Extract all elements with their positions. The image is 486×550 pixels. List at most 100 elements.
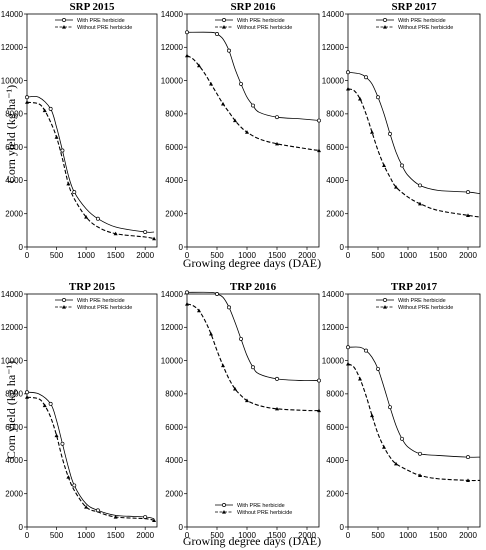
data-point-without-pre bbox=[418, 201, 422, 206]
x-tick-label: 2000 bbox=[298, 531, 316, 540]
x-tick-label: 500 bbox=[371, 251, 385, 260]
data-point-without-pre bbox=[25, 395, 29, 399]
data-point-without-pre bbox=[25, 100, 29, 104]
y-tick-label: 2000 bbox=[326, 210, 344, 219]
data-point-with-pre bbox=[364, 75, 368, 80]
y-tick-label: 10000 bbox=[322, 356, 345, 365]
data-point-without-pre bbox=[113, 515, 118, 519]
data-point-without-pre bbox=[418, 473, 422, 478]
y-tick-label: 8000 bbox=[5, 390, 23, 399]
data-point-with-pre bbox=[275, 376, 279, 381]
legend-label: Without PRE herbicide bbox=[77, 25, 132, 31]
y-tick-label: 10000 bbox=[322, 76, 345, 85]
y-tick-label: 14000 bbox=[322, 10, 345, 19]
panel-title: TRP 2017 bbox=[391, 281, 438, 293]
y-tick-label: 14000 bbox=[1, 10, 24, 19]
y-tick-label: 6000 bbox=[326, 143, 344, 152]
x-tick-label: 1500 bbox=[268, 251, 286, 260]
series-line-without-pre bbox=[26, 101, 155, 240]
data-point-with-pre bbox=[60, 148, 65, 153]
x-tick-label: 2000 bbox=[459, 251, 477, 260]
x-tick-label: 0 bbox=[25, 251, 30, 260]
chart-panel: SRP 201602000400060008000100001200014000… bbox=[161, 1, 321, 260]
y-tick-label: 14000 bbox=[161, 10, 184, 19]
data-point-without-pre bbox=[152, 518, 157, 522]
y-tick-label: 12000 bbox=[1, 323, 24, 332]
y-tick-label: 6000 bbox=[165, 143, 183, 152]
x-axis-title-bottom: Growing degree days (DAE) bbox=[183, 534, 321, 548]
data-point-with-pre bbox=[48, 401, 53, 406]
plot-frame bbox=[347, 13, 481, 248]
series-line-without-pre bbox=[347, 363, 481, 482]
y-tick-label: 8000 bbox=[326, 110, 344, 119]
data-point-without-pre bbox=[113, 231, 118, 236]
data-point-with-pre bbox=[25, 95, 29, 100]
data-point-with-pre bbox=[227, 305, 231, 310]
x-tick-label: 1000 bbox=[77, 251, 95, 260]
series-line-with-pre bbox=[26, 95, 155, 233]
data-point-without-pre bbox=[54, 433, 59, 438]
y-tick-label: 0 bbox=[340, 523, 345, 532]
legend-circle-marker bbox=[62, 298, 66, 302]
y-tick-label: 12000 bbox=[1, 43, 24, 52]
legend-label: Without PRE herbicide bbox=[398, 25, 453, 31]
y-tick-label: 12000 bbox=[161, 43, 184, 52]
data-point-with-pre bbox=[72, 483, 77, 488]
y-axis-title-bottom: Corn yield (kg ha⁻¹) bbox=[4, 361, 18, 459]
y-tick-label: 8000 bbox=[165, 110, 183, 119]
legend-triangle-marker bbox=[383, 305, 387, 309]
legend-label: With PRE herbicide bbox=[237, 503, 285, 509]
data-point-with-pre bbox=[72, 190, 77, 195]
chart-panel: TRP 201702000400060008000100001200014000… bbox=[322, 281, 481, 540]
x-tick-label: 1000 bbox=[77, 531, 95, 540]
legend-circle-marker bbox=[383, 18, 387, 22]
y-tick-label: 4000 bbox=[326, 176, 344, 185]
y-tick-label: 10000 bbox=[1, 76, 24, 85]
y-tick-label: 0 bbox=[19, 243, 24, 252]
data-point-without-pre bbox=[245, 130, 249, 134]
data-point-without-pre bbox=[317, 408, 321, 413]
data-point-without-pre bbox=[197, 63, 201, 68]
x-tick-label: 0 bbox=[25, 531, 30, 540]
series-line-with-pre bbox=[26, 391, 155, 520]
plot-frame bbox=[26, 13, 158, 248]
data-point-with-pre bbox=[388, 405, 392, 410]
series-line-with-pre bbox=[347, 71, 481, 195]
x-tick-label: 1000 bbox=[399, 251, 417, 260]
y-tick-label: 6000 bbox=[5, 423, 23, 432]
y-tick-label: 4000 bbox=[165, 176, 183, 185]
legend-label: Without PRE herbicide bbox=[237, 510, 292, 516]
y-tick-label: 8000 bbox=[326, 390, 344, 399]
data-point-without-pre bbox=[358, 376, 362, 381]
data-point-without-pre bbox=[66, 181, 71, 186]
x-tick-label: 500 bbox=[50, 251, 64, 260]
y-tick-label: 0 bbox=[179, 523, 184, 532]
x-tick-label: 2000 bbox=[459, 531, 477, 540]
data-point-without-pre bbox=[221, 363, 225, 368]
legend-triangle-marker bbox=[222, 510, 226, 514]
y-tick-label: 12000 bbox=[322, 43, 345, 52]
data-point-without-pre bbox=[346, 361, 350, 366]
data-point-without-pre bbox=[233, 386, 237, 391]
panels: SRP 201502000400060008000100001200014000… bbox=[1, 1, 481, 540]
data-point-with-pre bbox=[376, 366, 380, 371]
x-tick-label: 1500 bbox=[429, 531, 447, 540]
y-tick-label: 4000 bbox=[5, 176, 23, 185]
data-point-without-pre bbox=[466, 478, 470, 482]
legend-triangle-marker bbox=[62, 25, 66, 29]
data-point-without-pre bbox=[233, 118, 237, 123]
data-point-with-pre bbox=[388, 131, 392, 136]
y-tick-label: 6000 bbox=[165, 423, 183, 432]
y-tick-label: 4000 bbox=[5, 456, 23, 465]
data-point-with-pre bbox=[317, 378, 321, 383]
legend-triangle-marker bbox=[62, 305, 66, 309]
data-point-without-pre bbox=[209, 331, 213, 336]
y-tick-label: 2000 bbox=[5, 210, 23, 219]
